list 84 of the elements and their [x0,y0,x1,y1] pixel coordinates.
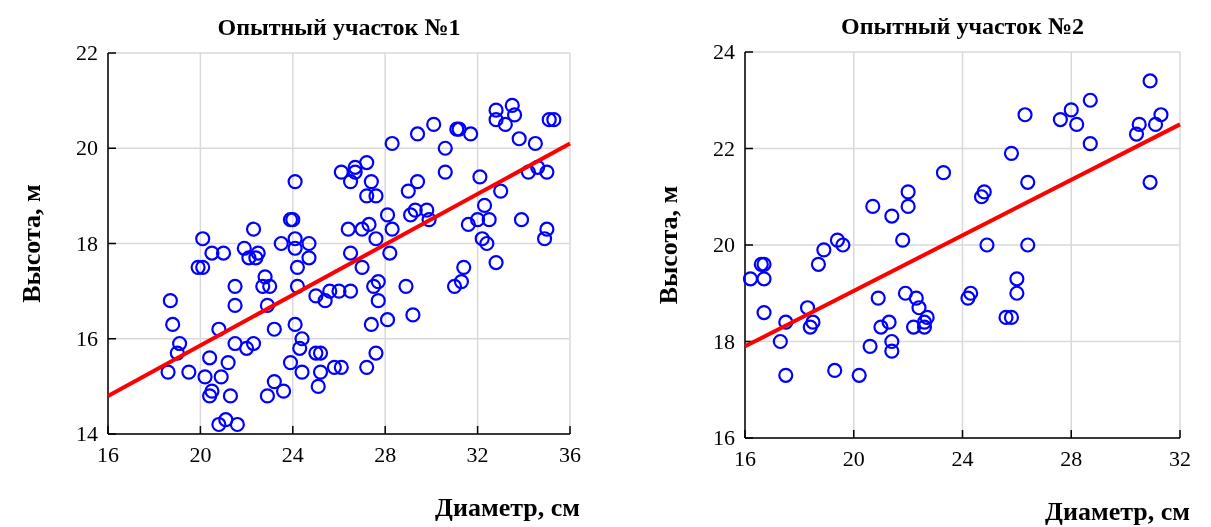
point [1131,116,1147,132]
point [865,198,881,214]
point [900,184,916,200]
point [1142,73,1158,89]
point [976,184,992,200]
x-tick-label: 28 [1060,446,1083,471]
point [1003,309,1020,325]
point [1020,237,1036,253]
point [963,285,979,301]
x-tick-label: 24 [281,442,304,467]
x-tick-label: 20 [189,442,212,467]
y-tick-label: 18 [713,328,735,354]
point [1069,116,1085,132]
point [916,319,933,335]
x-tick-label: 32 [466,442,489,467]
point [973,189,990,205]
point [1003,145,1020,161]
point [810,256,827,272]
point [900,198,916,214]
point [905,319,922,335]
point [829,232,846,248]
point [884,333,900,350]
y-tick-label: 20 [713,232,735,257]
point [1142,174,1158,190]
point [1009,285,1025,301]
point [960,290,976,306]
x-axis-title: Диаметр, см [435,493,580,522]
point [772,333,788,350]
point [1082,136,1098,152]
point [835,237,851,253]
point [979,237,995,253]
point [911,300,927,316]
y-tick-label: 20 [76,135,98,161]
point [1009,271,1025,287]
point [935,165,952,181]
point [862,338,878,354]
point [1063,102,1079,118]
point [919,309,935,325]
point [884,208,900,224]
point [998,309,1014,325]
point [802,319,818,335]
point [805,314,821,330]
point [1153,107,1169,123]
point [1082,92,1098,108]
point [756,271,772,287]
point [778,367,794,383]
y-tick-label: 14 [76,421,98,446]
x-tick-label: 28 [374,442,397,467]
point [916,314,933,330]
y-tick-label: 16 [76,325,98,351]
point [870,290,886,306]
y-tick-label: 24 [713,39,735,64]
y-axis-title: Высота, м [17,184,46,303]
point [756,304,772,321]
point [1017,107,1033,123]
x-tick-label: 20 [842,446,865,471]
point [884,343,900,359]
x-tick-label: 32 [1169,446,1191,471]
point [1128,126,1145,142]
point [1052,111,1068,128]
x-tick-label: 36 [559,442,581,467]
y-tick-label: 22 [76,40,98,65]
point [897,285,914,301]
point [827,362,843,379]
point [895,232,911,248]
point [873,319,889,335]
point [778,314,794,330]
chart-title: Опытный участок №1 [217,14,461,40]
x-tick-label: 16 [97,442,119,467]
y-tick-label: 18 [76,230,98,256]
point [908,290,924,306]
x-axis-title: Диаметр, см [1045,497,1190,526]
point [1147,116,1164,132]
point [742,271,759,287]
point [881,314,897,330]
y-axis-title: Высота, м [654,185,683,305]
x-tick-label: 24 [951,446,974,471]
point [851,367,867,383]
chart-title: Опытный участок №2 [840,13,1085,39]
y-tick-label: 22 [713,135,735,161]
point [816,242,832,258]
point [1020,174,1036,190]
x-tick-label: 16 [734,446,756,471]
y-tick-label: 16 [713,425,735,450]
